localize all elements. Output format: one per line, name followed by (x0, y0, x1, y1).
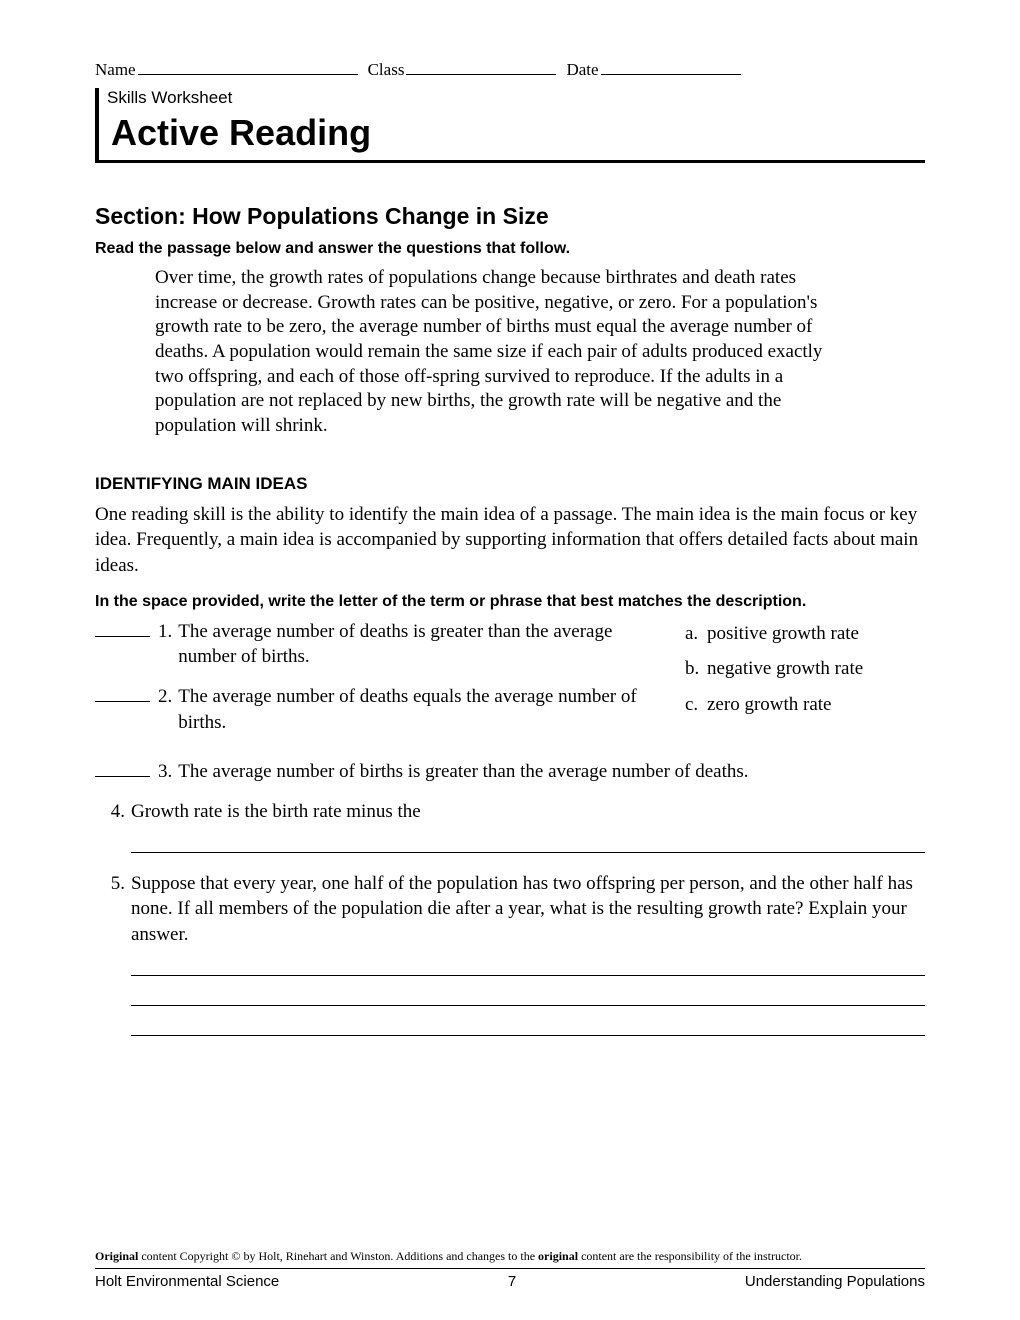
worksheet-type-container: Skills Worksheet (95, 88, 925, 112)
question-3: 3. The average number of births is great… (95, 759, 925, 785)
options-column: a. positive growth rate b. negative grow… (685, 619, 925, 750)
footer-right: Understanding Populations (745, 1273, 925, 1290)
option-c: c. zero growth rate (685, 692, 925, 718)
question-text: The average number of births is greater … (178, 759, 925, 785)
question-text: The average number of deaths is greater … (178, 619, 645, 670)
copyright-bold2: original (538, 1249, 578, 1263)
answer-blank-2[interactable] (95, 684, 150, 702)
footer-left: Holt Environmental Science (95, 1273, 279, 1290)
footer-page-number: 7 (508, 1273, 516, 1290)
instruction-read-passage: Read the passage below and answer the qu… (95, 240, 925, 258)
class-field[interactable] (406, 74, 556, 75)
subsection-heading: IDENTIFYING MAIN IDEAS (95, 474, 925, 494)
question-number: 2. (158, 684, 172, 735)
class-label: Class (368, 60, 405, 80)
copyright-suffix: content are the responsibility of the in… (578, 1249, 802, 1263)
question-2: 2. The average number of deaths equals t… (95, 684, 645, 735)
question-4: 4. Growth rate is the birth rate minus t… (95, 799, 925, 825)
matching-section: 1. The average number of deaths is great… (95, 619, 925, 750)
answer-line-q4[interactable] (131, 829, 925, 853)
option-letter: c. (685, 692, 707, 718)
subsection-description: One reading skill is the ability to iden… (95, 502, 925, 579)
page-title: Active Reading (111, 112, 371, 153)
date-field[interactable] (601, 74, 741, 75)
question-number: 1. (158, 619, 172, 670)
answer-line-q5-3[interactable] (131, 1012, 925, 1036)
question-number: 5. (103, 871, 125, 948)
option-letter: b. (685, 656, 707, 682)
question-text: Suppose that every year, one half of the… (131, 871, 925, 948)
footer-divider (95, 1268, 925, 1269)
answer-blank-1[interactable] (95, 619, 150, 637)
title-container: Active Reading (95, 112, 925, 163)
question-text: The average number of deaths equals the … (178, 684, 645, 735)
option-text: positive growth rate (707, 621, 859, 647)
answer-line-q5-2[interactable] (131, 982, 925, 1006)
date-label: Date (566, 60, 598, 80)
option-text: negative growth rate (707, 656, 863, 682)
copyright-mid: content Copyright © by Holt, Rinehart an… (138, 1249, 538, 1263)
question-number: 4. (103, 799, 125, 825)
footer-row: Holt Environmental Science 7 Understandi… (95, 1273, 925, 1290)
copyright-bold1: Original (95, 1249, 138, 1263)
name-field[interactable] (138, 74, 358, 75)
question-text: Growth rate is the birth rate minus the (131, 799, 925, 825)
question-5: 5. Suppose that every year, one half of … (95, 871, 925, 948)
name-label: Name (95, 60, 136, 80)
header-fields: Name Class Date (95, 60, 925, 80)
instruction-matching: In the space provided, write the letter … (95, 593, 925, 611)
questions-column: 1. The average number of deaths is great… (95, 619, 645, 750)
option-b: b. negative growth rate (685, 656, 925, 682)
page-footer: Original content Copyright © by Holt, Ri… (95, 1249, 925, 1290)
answer-line-q5-1[interactable] (131, 952, 925, 976)
option-a: a. positive growth rate (685, 621, 925, 647)
copyright-text: Original content Copyright © by Holt, Ri… (95, 1249, 925, 1264)
passage-text: Over time, the growth rates of populatio… (155, 266, 825, 439)
question-number: 3. (158, 759, 172, 785)
answer-blank-3[interactable] (95, 759, 150, 777)
worksheet-type: Skills Worksheet (107, 88, 925, 112)
option-letter: a. (685, 621, 707, 647)
option-text: zero growth rate (707, 692, 832, 718)
question-1: 1. The average number of deaths is great… (95, 619, 645, 670)
section-title: Section: How Populations Change in Size (95, 203, 925, 230)
